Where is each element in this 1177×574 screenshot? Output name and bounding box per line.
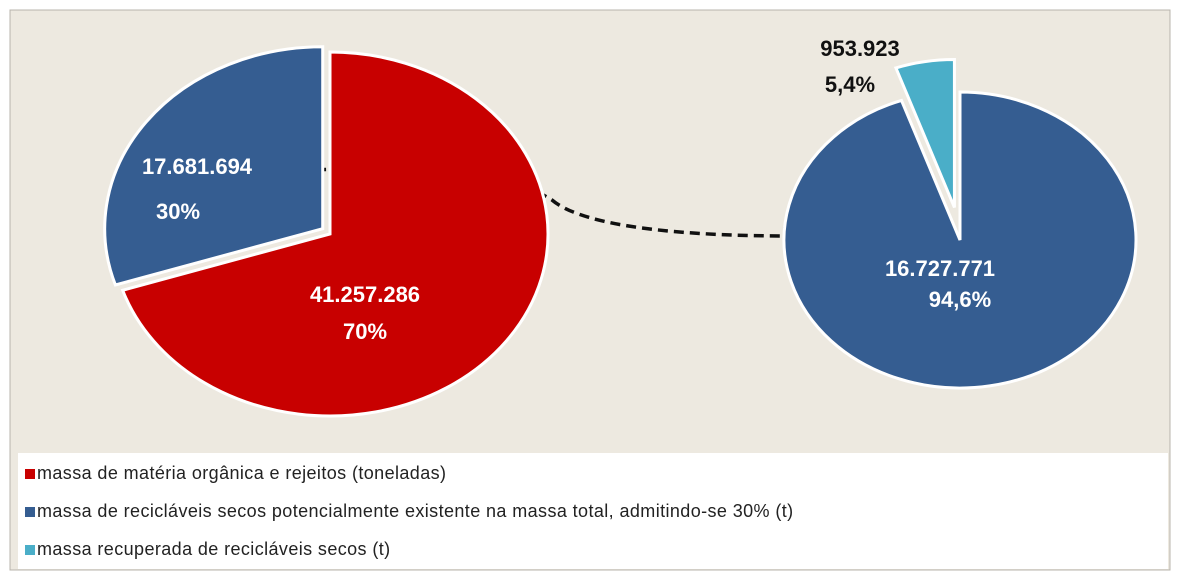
value-label: 17.681.694 [142, 154, 253, 179]
pie-slice [782, 90, 1138, 390]
legend-label: massa recuperada de recicláveis secos (t… [37, 539, 391, 559]
legend-label: massa de recicláveis secos potencialment… [37, 501, 794, 521]
legend-label: massa de matéria orgânica e rejeitos (to… [37, 463, 446, 483]
legend-swatch [25, 469, 35, 479]
value-label: 16.727.771 [885, 256, 995, 281]
legend-swatch [25, 507, 35, 517]
percent-label: 70% [343, 319, 387, 344]
percent-label: 5,4% [825, 72, 875, 97]
pie-slice [120, 50, 550, 418]
legend-swatch [25, 545, 35, 555]
value-label: 41.257.286 [310, 282, 420, 307]
percent-label: 30% [156, 199, 200, 224]
percent-label: 94,6% [929, 287, 991, 312]
legend-box [18, 453, 1168, 569]
value-label: 953.923 [820, 36, 900, 61]
pie-slice [893, 57, 956, 209]
connector-arrow [299, 167, 791, 238]
pie-slice [103, 45, 325, 287]
